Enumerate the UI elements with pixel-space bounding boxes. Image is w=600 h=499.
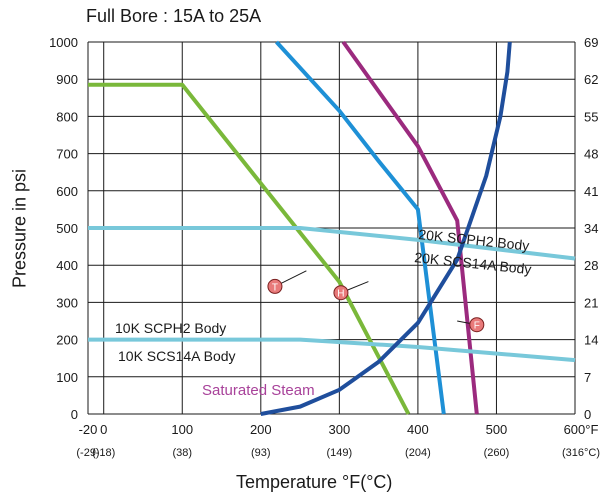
y2-tick-label: 0 [584, 407, 591, 422]
x-tick-label-celsius: (149) [327, 447, 353, 459]
y2-tick-label: 41 [584, 184, 598, 199]
x-tick-label-celsius: (260) [484, 447, 510, 459]
label-10k-scs14a: 10K SCS14A Body [118, 348, 236, 364]
y-tick-label: 0 [71, 407, 78, 422]
y2-tick-label: 48 [584, 147, 598, 162]
y-tick-label: 100 [56, 370, 78, 385]
y-tick-label: 400 [56, 258, 78, 273]
y2-tick-label: 7 [584, 370, 591, 385]
x-tick-label-celsius: (38) [172, 447, 192, 459]
y-tick-label: 600 [56, 184, 78, 199]
y2-tick-label: 21 [584, 295, 598, 310]
marker-circle-f [469, 317, 485, 333]
y-tick-label: 700 [56, 147, 78, 162]
x-tick-label: 200 [250, 422, 272, 437]
x-tick-label: 500 [486, 422, 508, 437]
marker-letter-f: F [474, 321, 480, 332]
x-tick-label-celsius: (204) [405, 447, 431, 459]
marker-letter-h: H [337, 289, 344, 300]
valve-line-f [341, 40, 479, 415]
y2-tick-label: 28 [584, 258, 598, 273]
body-line-10k [88, 337, 576, 363]
y-tick-label: 300 [56, 295, 78, 310]
body-line-20k [88, 226, 576, 261]
label-20k-scph2: 20K SCPH2 Body [418, 226, 530, 254]
y-axis-label: Pressure in psi [9, 168, 30, 289]
y-tick-label: 200 [56, 333, 78, 348]
marker-circle-h [333, 285, 349, 301]
saturated-steam-curve [260, 41, 512, 416]
label-saturated-steam: Saturated Steam [202, 382, 315, 399]
label-10k-scph2: 10K SCPH2 Body [115, 320, 226, 336]
y-tick-label: 500 [56, 221, 78, 236]
x-tick-label: 0 [100, 422, 107, 437]
valve-line-t [88, 82, 411, 415]
x-tick-label-celsius: (316°C) [562, 447, 600, 459]
x-tick-label: 100 [171, 422, 193, 437]
chart-title: Full Bore : 15A to 25A [86, 6, 262, 26]
y2-tick-label: 34 [584, 221, 598, 236]
y2-tick-label: 69 [584, 35, 598, 50]
y-tick-label: 1000 [49, 35, 78, 50]
valve-line-h [275, 40, 446, 415]
y2-tick-label: 55 [584, 109, 598, 124]
x-tick-label: 600°F [564, 422, 599, 437]
marker-circle-t [267, 278, 283, 294]
y-tick-label: 800 [56, 109, 78, 124]
x-tick-label: 400 [407, 422, 429, 437]
x-tick-label: -20 [79, 422, 98, 437]
y2-tick-label: 62 [584, 72, 598, 87]
x-tick-label-celsius: (-18) [92, 447, 115, 459]
y-tick-label: 900 [56, 72, 78, 87]
x-tick-label: 300 [329, 422, 351, 437]
y2-tick-label: 14 [584, 333, 598, 348]
marker-letter-t: T [272, 282, 278, 293]
x-axis-label: Temperature °F(°C) [236, 472, 393, 492]
x-tick-label-celsius: (-29) [76, 447, 99, 459]
x-tick-label-celsius: (93) [251, 447, 271, 459]
